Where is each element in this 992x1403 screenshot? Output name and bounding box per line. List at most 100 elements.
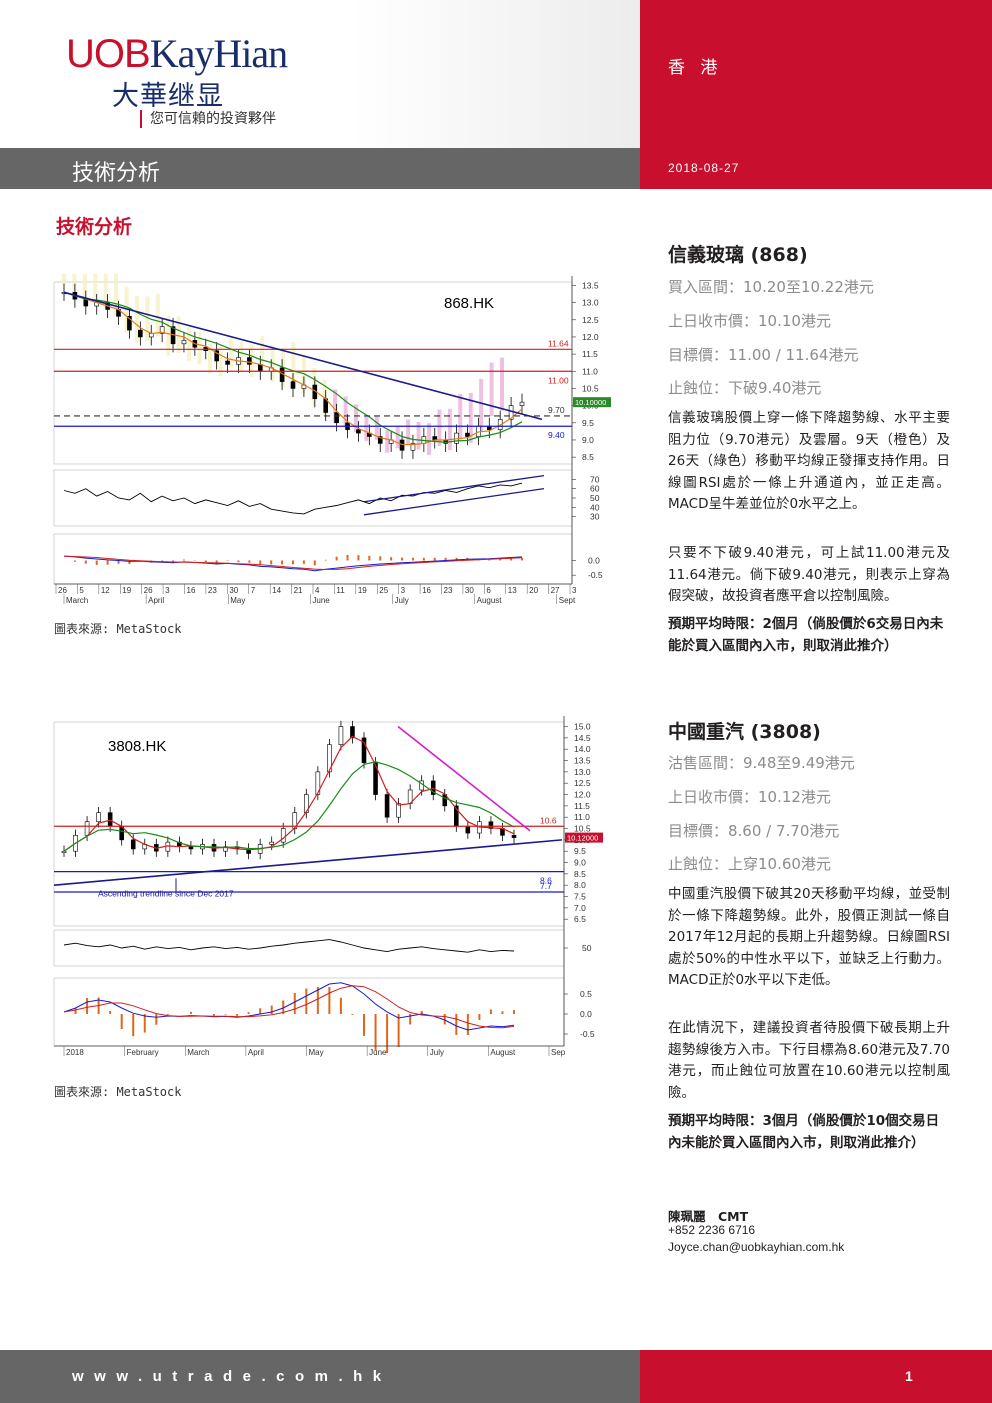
last-close: 上日收市價：10.10港元 — [668, 312, 831, 330]
logo-kayhian-text: KayHian — [149, 31, 288, 76]
time-tick-label: 3 — [572, 586, 577, 595]
footer-band — [0, 1350, 640, 1403]
header-band — [0, 0, 640, 148]
macd-signal-line — [63, 985, 515, 1029]
month-label: May — [309, 1048, 324, 1057]
candle-body — [410, 443, 416, 451]
level-label: 8.6 — [540, 876, 552, 886]
header-red-panel — [640, 0, 992, 189]
price-tick-label: 8.5 — [582, 452, 594, 462]
candle-body — [361, 737, 367, 764]
candle-body — [399, 439, 405, 451]
price-tick-label: 10.5 — [574, 824, 591, 834]
trendline — [63, 291, 543, 421]
report-date: 2018-08-27 — [668, 161, 740, 175]
time-tick-label: 30 — [465, 586, 474, 595]
month-label: March — [66, 596, 88, 605]
last-close: 上日收市價：10.12港元 — [668, 788, 831, 806]
footer-red-panel — [640, 1350, 992, 1403]
level-label: 11.00 — [548, 375, 569, 385]
price-tick-label: 7.5 — [574, 892, 586, 902]
price-tick-label: 12.5 — [574, 778, 591, 788]
stock-name-868: 信義玻璃 (868) — [668, 244, 808, 266]
candle-body — [84, 821, 90, 836]
macd-line — [63, 982, 515, 1031]
analysis-paragraph-1: 中國重汽股價下破其20天移動平均線，並受制於一條下降趨勢線。此外，股價正測試一條… — [668, 886, 950, 988]
candle-body — [223, 846, 228, 852]
price-tick-label: 13.5 — [582, 280, 599, 290]
candle-body — [338, 726, 344, 745]
price-tick-label: 7.0 — [574, 903, 586, 913]
trendline — [397, 725, 531, 832]
price-tick-label: 6.5 — [574, 914, 586, 924]
time-tick-label: 19 — [122, 586, 131, 595]
price-tick-label: 9.0 — [574, 858, 586, 868]
company-logo: UOBKayHian — [66, 30, 288, 77]
website-link[interactable]: www.utrade.com.hk — [72, 1368, 392, 1385]
month-label: June — [369, 1048, 387, 1057]
time-tick-label: 26 — [58, 586, 67, 595]
time-tick-label: 26 — [144, 586, 153, 595]
price-tick-label: 13.0 — [574, 767, 591, 777]
candle-body — [280, 828, 286, 843]
stock-name-3808: 中國重汽 (3808) — [668, 721, 821, 743]
macd-tick-label: -0.5 — [580, 1029, 595, 1039]
logo-tagline: 您可信賴的投資夥伴 — [140, 110, 276, 128]
holding-horizon: 預期平均時限：2個月（倘股價於6交易日內未能於買入區間內入市，則取消此推介） — [668, 616, 944, 654]
chart-title: 868.HK — [444, 295, 494, 312]
price-tick-label: 8.5 — [574, 869, 586, 879]
time-tick-label: 3 — [165, 586, 170, 595]
macd-tick-label: 0.5 — [580, 989, 592, 999]
analyst-email[interactable]: Joyce.chan@uobkayhian.com.hk — [668, 1240, 845, 1254]
candle-body — [96, 812, 101, 823]
chart-source-2: 圖表來源: MetaStock — [54, 1085, 182, 1099]
month-label: June — [312, 596, 330, 605]
header-title-bar — [0, 148, 640, 189]
month-label: March — [187, 1048, 209, 1057]
rsi-channel-upper — [363, 474, 545, 503]
price-tick-label: 9.0 — [582, 435, 594, 445]
price-tick-label: 10.5 — [582, 383, 599, 393]
moving-average-long — [63, 761, 515, 852]
target-price: 目標價：11.00 / 11.64港元 — [668, 346, 859, 364]
price-tick-label: 11.0 — [574, 812, 590, 822]
candle-body — [327, 744, 332, 773]
rsi-tick-label: 70 — [590, 474, 600, 484]
candle-body — [465, 825, 471, 834]
chart-title: 3808.HK — [108, 738, 166, 755]
rsi-tick-label: 30 — [590, 512, 600, 522]
price-tick-label: 12.5 — [582, 315, 599, 325]
price-tick-label: 14.5 — [574, 733, 591, 743]
logo-chinese-name: 大華继显 — [112, 81, 224, 112]
candle-body — [130, 839, 136, 850]
candle-body — [465, 432, 470, 437]
candle-body — [188, 846, 194, 850]
region-label: 香 港 — [668, 58, 723, 78]
analyst-phone: +852 2236 6716 — [668, 1223, 756, 1237]
candle-body — [107, 812, 113, 827]
price-tick-label: 8.0 — [574, 880, 586, 890]
time-tick-label: 27 — [551, 586, 560, 595]
level-label: 9.70 — [548, 405, 565, 415]
candle-body — [373, 762, 378, 795]
time-tick-label: 7 — [251, 586, 256, 595]
price-tick-label: 11.5 — [574, 801, 590, 811]
rsi-tick-label: 50 — [590, 493, 600, 503]
month-label: April — [248, 1048, 264, 1057]
month-label: Sep — [551, 1048, 566, 1057]
candle-body — [519, 401, 525, 406]
moving-average-short — [63, 735, 515, 852]
chart-868: 13.513.012.512.011.511.010.510.09.59.08.… — [52, 274, 614, 610]
macd-signal-line — [63, 555, 523, 571]
month-label: April — [148, 596, 164, 605]
time-tick-label: 13 — [508, 586, 517, 595]
candle-body — [159, 326, 165, 334]
month-label: Sept — [559, 596, 576, 605]
candle-body — [247, 357, 252, 365]
time-tick-label: 16 — [422, 586, 431, 595]
price-tick-label: 9.5 — [574, 846, 586, 856]
chart-background — [52, 716, 610, 1058]
rsi-tick-label: 60 — [590, 484, 600, 494]
time-tick-label: 19 — [358, 586, 367, 595]
target-price: 目標價：8.60 / 7.70港元 — [668, 822, 840, 840]
